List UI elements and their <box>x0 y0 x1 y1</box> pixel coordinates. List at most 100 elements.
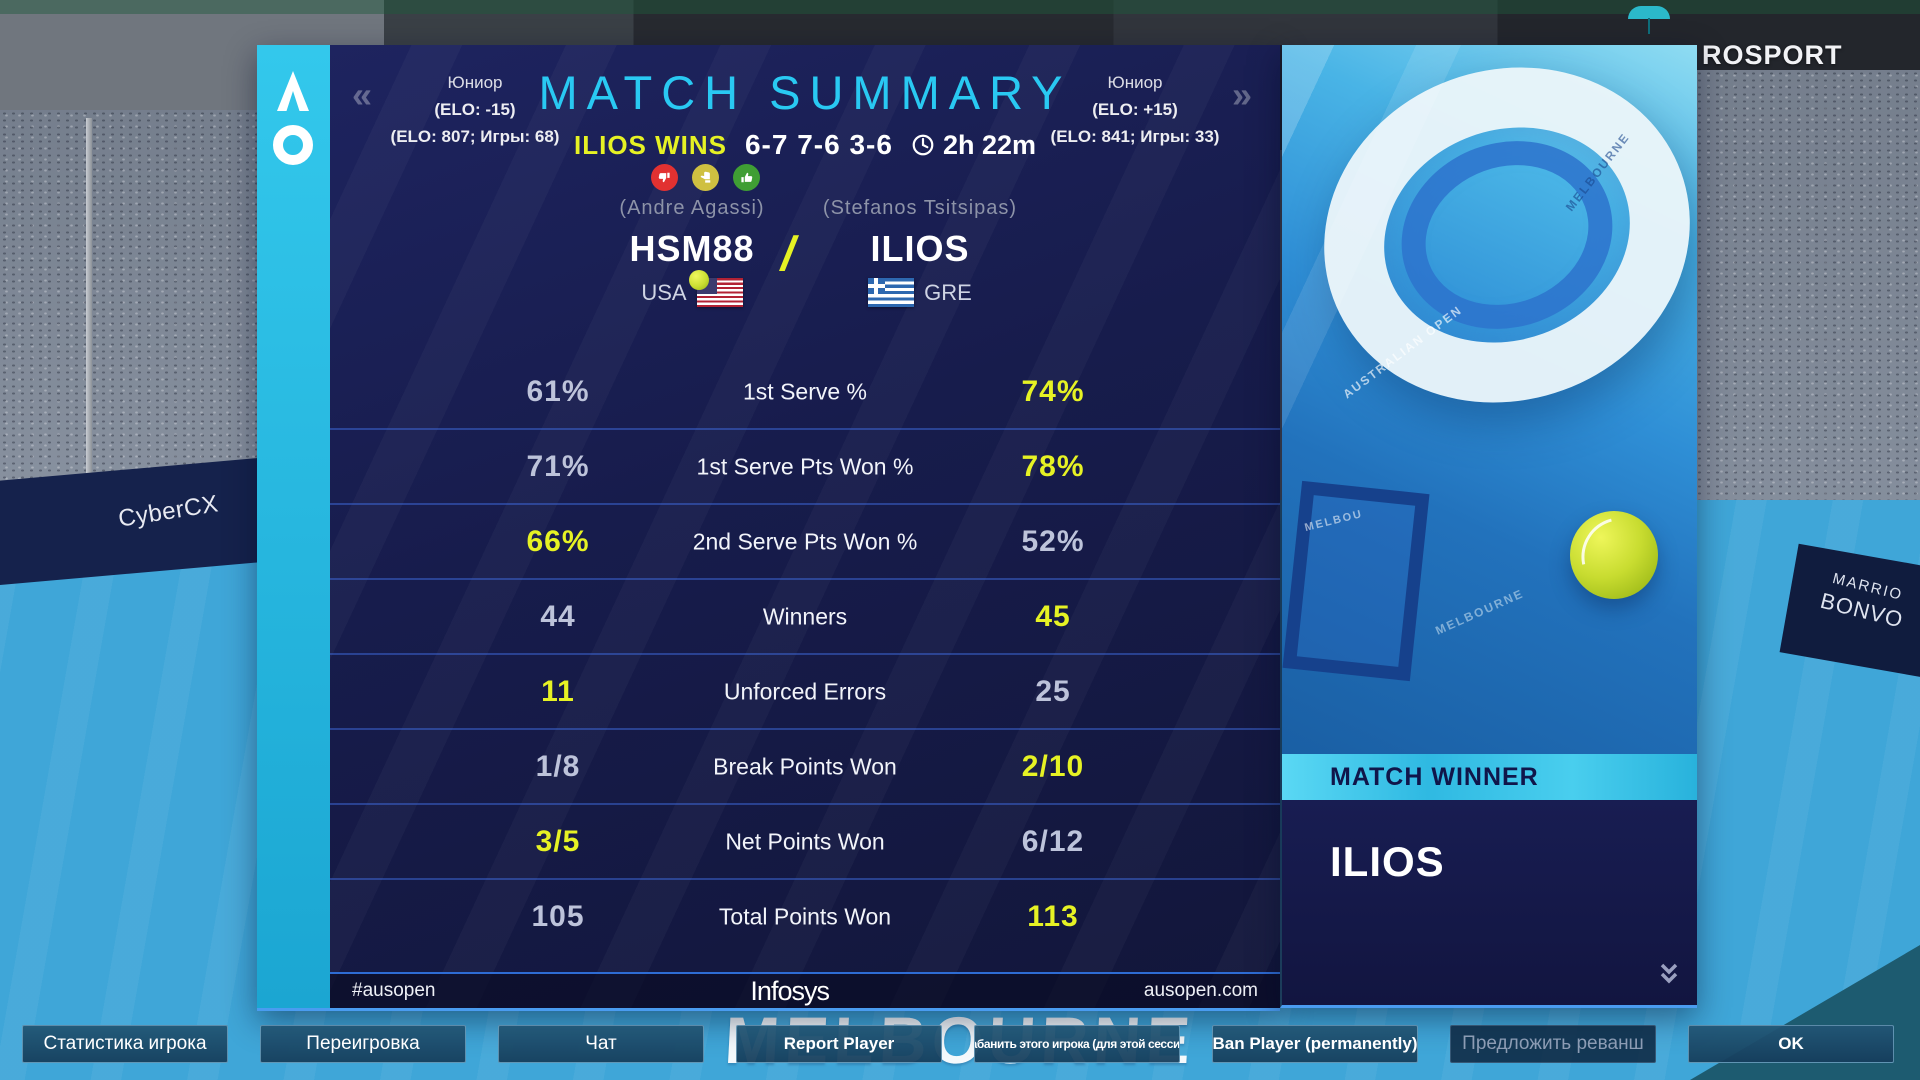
stat-value-left: 71% <box>526 449 590 483</box>
match-summary-panel: « Юниор (ELO: -15) (ELO: 807; Игры: 68) … <box>257 45 1280 1011</box>
trophy-frame <box>1282 480 1430 682</box>
infosys-logo: Infosys <box>750 975 830 1006</box>
stat-value-left: 105 <box>531 899 585 933</box>
match-winner-name: ILIOS <box>1330 838 1445 885</box>
panel-content: « Юниор (ELO: -15) (ELO: 807; Игры: 68) … <box>330 45 1280 1008</box>
stat-value-right: 2/10 <box>1021 749 1085 783</box>
winner-panel: MELBOURNE AUSTRALIAN OPEN MELBOU MELBOUR… <box>1280 45 1697 1008</box>
eurosport-logo: ROSPORT <box>1702 40 1843 70</box>
left-elo-change: (ELO: -15) <box>434 100 516 119</box>
stat-label: Net Points Won <box>725 828 885 854</box>
stat-label: 1st Serve % <box>743 378 867 404</box>
stat-value-right: 78% <box>1021 449 1085 483</box>
ribbon-label: MELBOURNE <box>1562 130 1633 214</box>
stat-value-right: 6/12 <box>1021 824 1085 858</box>
stat-row-net-points: 3/5 Net Points Won 6/12 <box>330 803 1280 878</box>
trophy-ring <box>1282 45 1697 454</box>
stat-row-winners: 44 Winners 45 <box>330 578 1280 653</box>
prev-arrow-icon[interactable]: « <box>352 74 373 115</box>
match-winner-box: ILIOS <box>1282 800 1697 1005</box>
right-elo-info: (ELO: 841; Игры: 33) <box>1050 127 1220 146</box>
stat-value-right: 52% <box>1021 524 1085 558</box>
player-left-block: (Andre Agassi) HSM88 USA <box>542 197 842 307</box>
greece-flag-icon <box>868 278 915 307</box>
stat-row-break-points: 1/8 Break Points Won 2/10 <box>330 728 1280 803</box>
left-tier-label: Юниор <box>447 73 503 92</box>
stat-label: Break Points Won <box>713 753 897 779</box>
thumbs-up-icon[interactable] <box>733 164 760 191</box>
player-left-nickname: HSM88 <box>629 228 755 269</box>
stat-value-left: 3/5 <box>535 824 581 858</box>
chat-button[interactable]: Чат <box>498 1025 704 1063</box>
panel-footer: #ausopen Infosys ausopen.com <box>330 972 1280 1008</box>
next-arrow-icon[interactable]: » <box>1232 74 1253 115</box>
player-right-country-code: GRE <box>924 279 972 305</box>
result-line: ILIOS WINS 6-7 7-6 3-6 2h 22m <box>330 129 1280 161</box>
australian-open-logo <box>271 63 315 178</box>
umbrella <box>1628 6 1670 34</box>
stat-label: 1st Serve Pts Won % <box>696 453 914 479</box>
player-left-country-code: USA <box>641 279 687 305</box>
light-pole <box>86 118 92 518</box>
page-title: MATCH SUMMARY <box>538 66 1072 119</box>
replay-button[interactable]: Переигровка <box>260 1025 466 1063</box>
match-winner-band: MATCH WINNER <box>1282 754 1697 800</box>
clock-icon <box>912 134 934 156</box>
trophy-artwork: MELBOURNE AUSTRALIAN OPEN MELBOU MELBOUR… <box>1282 45 1697 754</box>
player-right-country: GRE <box>868 278 972 307</box>
stat-row-unforced-errors: 11 Unforced Errors 25 <box>330 653 1280 728</box>
rematch-button[interactable]: Предложить реванш <box>1450 1025 1656 1063</box>
scroll-down-icon[interactable] <box>1659 962 1679 991</box>
stats-table: 61% 1st Serve % 74% 71% 1st Serve Pts Wo… <box>330 355 1280 953</box>
stat-value-left: 11 <box>541 674 575 708</box>
match-score: 6-7 7-6 3-6 <box>744 129 893 160</box>
match-duration: 2h 22m <box>942 129 1037 160</box>
tennis-ball <box>1570 511 1658 599</box>
tennis-ball-badge-icon <box>688 270 709 290</box>
stat-value-left: 66% <box>526 524 590 558</box>
left-elo-info: (ELO: 807; Игры: 68) <box>390 127 560 146</box>
rating-buttons <box>651 164 760 191</box>
ao-sidebar <box>257 45 330 1008</box>
stat-label: 2nd Serve Pts Won % <box>692 528 918 554</box>
thumbs-down-icon[interactable] <box>651 164 678 191</box>
player-right-nickname: ILIOS <box>870 228 970 269</box>
report-player-button[interactable]: Report Player <box>736 1025 942 1063</box>
website-label: ausopen.com <box>1143 980 1258 1001</box>
winner-announcement: ILIOS WINS <box>573 129 727 160</box>
hashtag-label: #ausopen <box>352 980 436 1001</box>
ban-permanent-button[interactable]: Ban Player (permanently) <box>1212 1025 1418 1063</box>
stat-row-first-serve: 61% 1st Serve % 74% <box>330 355 1280 428</box>
player-right-real-name: (Stefanos Tsitsipas) <box>822 197 1018 219</box>
stat-value-left: 61% <box>526 374 590 408</box>
match-winner-header: MATCH WINNER <box>1330 762 1539 791</box>
duration-block: 2h 22m <box>911 130 1036 161</box>
stat-value-right: 74% <box>1021 374 1085 408</box>
thumbs-neutral-icon[interactable] <box>692 164 719 191</box>
ribbon-label: MELBOURNE <box>1433 586 1527 638</box>
stat-label: Winners <box>762 603 848 629</box>
usa-flag-icon <box>688 270 743 307</box>
player-right-block: (Stefanos Tsitsipas) ILIOS GRE <box>770 197 1070 307</box>
player-left-country: USA <box>641 270 743 307</box>
stat-row-total-points: 105 Total Points Won 113 <box>330 878 1280 953</box>
player-left-real-name: (Andre Agassi) <box>619 197 765 219</box>
trophy-ring-inner <box>1374 111 1640 359</box>
stat-label: Unforced Errors <box>723 678 887 704</box>
ban-session-button[interactable]: Забанить этого игрока (для этой сессии) <box>974 1025 1180 1063</box>
stat-label: Total Points Won <box>718 903 892 929</box>
stat-value-left: 1/8 <box>535 749 581 783</box>
player-stats-button[interactable]: Статистика игрока <box>22 1025 228 1063</box>
stat-value-right: 25 <box>1035 674 1071 708</box>
stat-value-left: 44 <box>540 599 576 633</box>
ok-button[interactable]: OK <box>1688 1025 1894 1063</box>
right-player-elo-block: Юниор (ELO: +15) (ELO: 841; Игры: 33) <box>1020 73 1250 147</box>
ribbon-label: AUSTRALIAN OPEN <box>1340 302 1465 402</box>
ribbon-label: MELBOU <box>1303 507 1365 535</box>
stat-value-right: 113 <box>1027 899 1079 933</box>
right-elo-change: (ELO: +15) <box>1092 100 1178 119</box>
left-player-elo-block: Юниор (ELO: -15) (ELO: 807; Игры: 68) <box>360 73 590 147</box>
stat-row-first-serve-pts: 71% 1st Serve Pts Won % 78% <box>330 428 1280 503</box>
crowd-left <box>0 110 300 500</box>
